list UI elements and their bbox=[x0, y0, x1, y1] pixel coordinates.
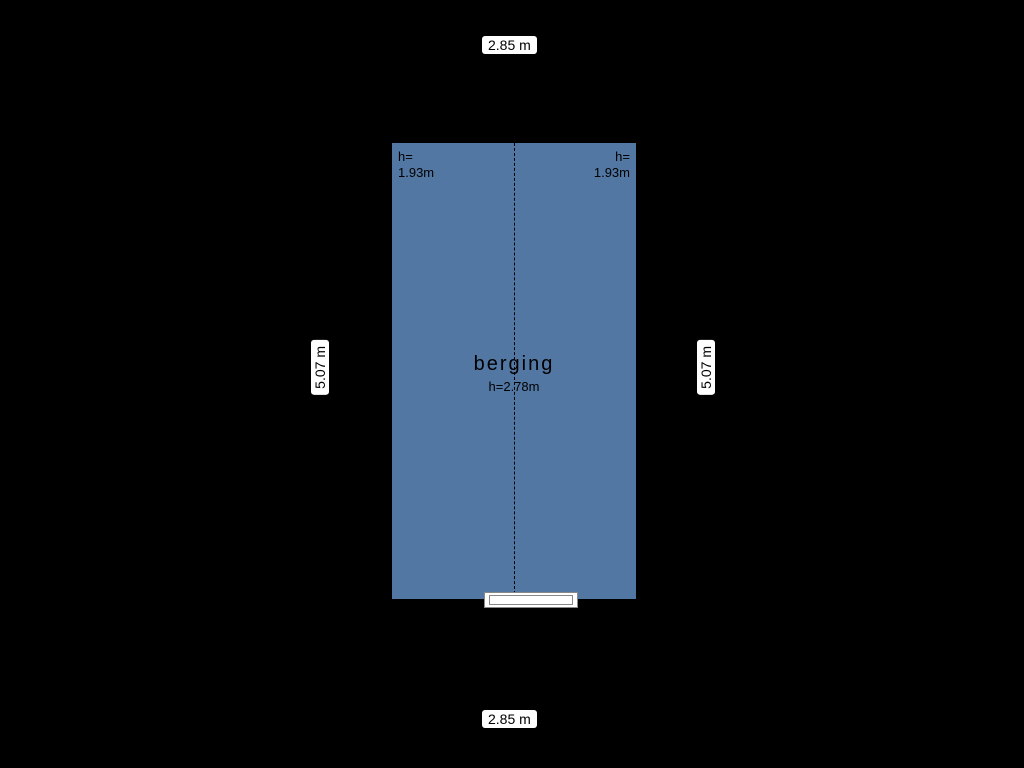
corner-height-top-left: h= 1.93m bbox=[398, 149, 434, 180]
room-berging: h= 1.93m h= 1.93m berging h=2.78m bbox=[392, 143, 636, 599]
corner-height-top-right: h= 1.93m bbox=[594, 149, 630, 180]
door bbox=[484, 592, 578, 608]
corner-height-top-right-line1: h= bbox=[615, 149, 630, 164]
corner-height-top-left-line1: h= bbox=[398, 149, 413, 164]
room-center-height: h=2.78m bbox=[392, 379, 636, 394]
corner-height-top-right-line2: 1.93m bbox=[594, 165, 630, 180]
door-inner bbox=[489, 595, 573, 605]
dimension-left: 5.07 m bbox=[311, 340, 329, 395]
room-name: berging bbox=[392, 353, 636, 376]
dimension-bottom: 2.85 m bbox=[482, 710, 537, 728]
dimension-top: 2.85 m bbox=[482, 36, 537, 54]
dimension-right: 5.07 m bbox=[697, 340, 715, 395]
corner-height-top-left-line2: 1.93m bbox=[398, 165, 434, 180]
